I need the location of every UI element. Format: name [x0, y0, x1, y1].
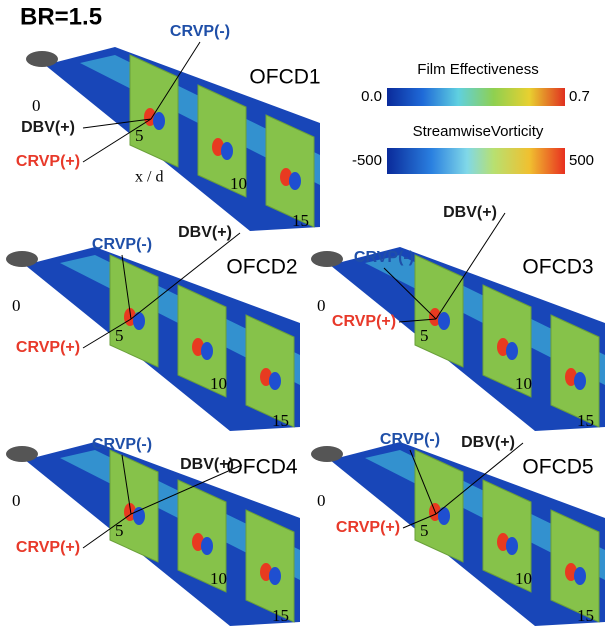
figure: BR=1.5 Film Effectiveness 0.0 0.7 Stream… [0, 0, 611, 632]
panel-name: OFCD2 [226, 256, 297, 279]
annotation: CRVP(-) [170, 23, 230, 40]
colorbar [387, 88, 565, 106]
annotation: DBV(+) [180, 456, 234, 473]
vortex [221, 142, 233, 160]
colorbar-label: 500 [569, 152, 594, 169]
axis-tick-label: 10 [515, 569, 532, 588]
axis-tick-label: 10 [210, 569, 227, 588]
annotation: CRVP(-) [92, 236, 152, 253]
hole [6, 251, 38, 267]
axis-tick-label: 10 [515, 374, 532, 393]
vortex [574, 567, 586, 585]
annotation: CRVP(-) [354, 249, 414, 266]
panel-name: OFCD1 [249, 66, 320, 89]
annotation: CRVP(-) [380, 431, 440, 448]
colorbar [387, 148, 565, 174]
annotation: CRVP(+) [16, 153, 80, 170]
annotation: DBV(+) [443, 204, 497, 221]
vortex [506, 537, 518, 555]
axis-tick-label: 15 [577, 411, 594, 430]
colorbar-label: -500 [352, 152, 382, 169]
vortex [269, 567, 281, 585]
vortex [269, 372, 281, 390]
hole [311, 446, 343, 462]
colorbar-vorticity: StreamwiseVorticity -500 500 [352, 123, 594, 174]
axis-label: x / d [135, 169, 163, 186]
vortex [574, 372, 586, 390]
vortex [438, 312, 450, 330]
panel-name: OFCD3 [522, 256, 593, 279]
annotation: CRVP(-) [92, 436, 152, 453]
vortex [133, 312, 145, 330]
annotation: CRVP(+) [16, 339, 80, 356]
axis-tick-label: 0 [317, 296, 326, 315]
axis-tick-label: 15 [292, 211, 309, 230]
annotation: CRVP(+) [332, 313, 396, 330]
axis-tick-label: 10 [210, 374, 227, 393]
axis-tick-label: 5 [420, 521, 429, 540]
axis-tick-label: 10 [230, 174, 247, 193]
vortex [289, 172, 301, 190]
axis-tick-label: 5 [420, 326, 429, 345]
axis-tick-label: 0 [317, 491, 326, 510]
colorbar-film: Film Effectiveness 0.0 0.7 [361, 61, 590, 106]
annotation: CRVP(+) [336, 519, 400, 536]
vortex [438, 507, 450, 525]
page: BR=1.5 Film Effectiveness 0.0 0.7 Stream… [0, 0, 611, 632]
colorbar-label: 0.7 [569, 88, 590, 105]
hole [26, 51, 58, 67]
hole [311, 251, 343, 267]
vortex [133, 507, 145, 525]
axis-tick-label: 15 [272, 411, 289, 430]
vortex [201, 537, 213, 555]
panel-name: OFCD5 [522, 456, 593, 479]
annotation: CRVP(+) [16, 539, 80, 556]
axis-tick-label: 5 [115, 326, 124, 345]
figure-title: BR=1.5 [20, 3, 102, 30]
vortex [153, 112, 165, 130]
axis-tick-label: 0 [12, 296, 21, 315]
axis-tick-label: 15 [272, 606, 289, 625]
colorbar-label: 0.0 [361, 88, 382, 105]
annotation: DBV(+) [461, 434, 515, 451]
hole [6, 446, 38, 462]
axis-tick-label: 0 [32, 96, 41, 115]
colorbar-title: Film Effectiveness [417, 61, 538, 78]
vortex [506, 342, 518, 360]
annotation: DBV(+) [178, 224, 232, 241]
axis-tick-label: 5 [115, 521, 124, 540]
axis-tick-label: 0 [12, 491, 21, 510]
colorbar-title: StreamwiseVorticity [413, 123, 544, 140]
annotation: DBV(+) [21, 119, 75, 136]
vortex [201, 342, 213, 360]
axis-tick-label: 15 [577, 606, 594, 625]
